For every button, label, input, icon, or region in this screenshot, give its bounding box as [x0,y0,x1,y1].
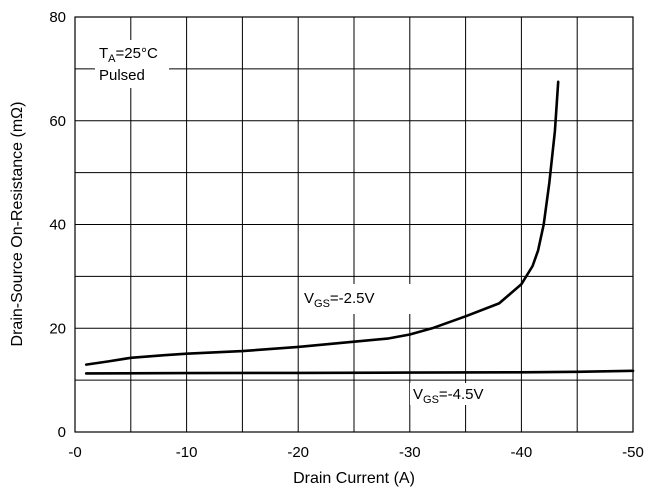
x-tick-label: -20 [287,444,309,461]
series-line-vgs-4-5 [84,369,635,375]
x-tick-label: -30 [399,444,421,461]
y-tick-label: 60 [49,113,66,130]
x-tick-label: -50 [622,444,644,461]
x-tick-label: -40 [511,444,533,461]
y-tick-label: 80 [49,9,66,26]
series-label-sub: GS [423,394,439,406]
series-label-bg-1 [300,284,420,314]
series-label-main: V [413,386,423,403]
plot-frame [74,16,634,433]
y-axis-label: Drain-Source On-Resistance (mΩ) [9,102,26,347]
ta-value: =25°C [116,45,158,62]
pulsed-annotation: Pulsed [99,67,145,84]
ta-main: T [99,45,108,62]
y-tick-labels: 0 20 40 60 80 [49,9,66,441]
x-tick-label: -10 [176,444,198,461]
series-label-sub: GS [314,298,330,310]
series-label-vgs-4-5: VGS=-4.5V [413,386,484,406]
series-label-main: V [304,290,314,307]
series-lines [84,80,635,375]
y-tick-label: 20 [49,320,66,337]
ta-annotation-bg [95,40,169,88]
ta-sub: A [108,53,116,65]
series-label-value: =-4.5V [439,386,484,403]
ta-annotation: TA=25°C [99,45,158,65]
x-tick-labels: -0 -10 -20 -30 -40 -50 [68,444,644,461]
y-tick-label: 0 [58,424,66,441]
series-label-value: =-2.5V [330,290,375,307]
series-label-vgs-2-5: VGS=-2.5V [304,290,375,310]
x-tick-label: -0 [68,444,81,461]
series-line-vgs-2-5 [84,80,560,366]
series-label-bg-2 [410,383,510,405]
y-tick-label: 40 [49,217,66,234]
grid-lines [75,17,633,432]
x-axis-label: Drain Current (A) [293,470,415,487]
